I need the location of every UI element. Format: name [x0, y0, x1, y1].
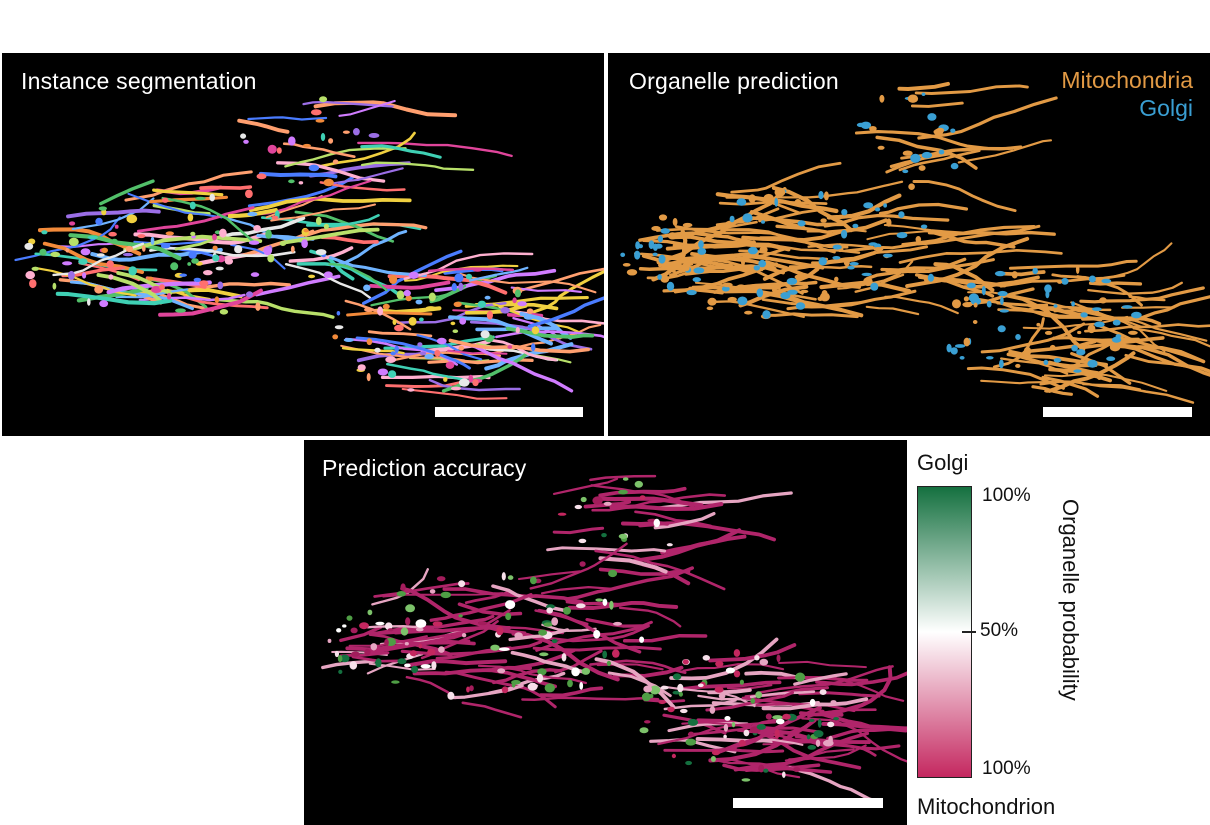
legend-golgi-label: Golgi: [1139, 95, 1193, 121]
scale-bar: [435, 407, 583, 417]
prediction-accuracy-image: [321, 474, 907, 804]
instance-segmentation-image: [14, 96, 604, 400]
instance-segmentation-panel: Instance segmentation: [2, 53, 604, 436]
colorbar-axis-title: Organelle probability: [1058, 499, 1083, 701]
colorbar-bottom-label: Mitochondrion: [917, 794, 1056, 819]
prediction-accuracy-title: Prediction accuracy: [322, 455, 527, 481]
colorbar-tick-mark: [962, 631, 976, 633]
colorbar-tick-middle: 50%: [980, 620, 1019, 641]
legend-mitochondria-label: Mitochondria: [1061, 67, 1193, 93]
organelle-prediction-panel: Organelle prediction Mitochondria Golgi: [608, 53, 1210, 436]
scale-bar: [733, 798, 883, 808]
organelle-prediction-title: Organelle prediction: [629, 68, 839, 94]
colorbar-tick-bottom: 100%: [982, 758, 1031, 779]
scale-bar: [1043, 407, 1192, 417]
colorbar-tick-top: 100%: [982, 485, 1031, 506]
organelle-prediction-image: [620, 81, 1210, 404]
instance-segmentation-title: Instance segmentation: [21, 68, 257, 94]
prediction-accuracy-panel: Prediction accuracy: [304, 440, 907, 825]
colorbar-top-label: Golgi: [917, 450, 969, 475]
